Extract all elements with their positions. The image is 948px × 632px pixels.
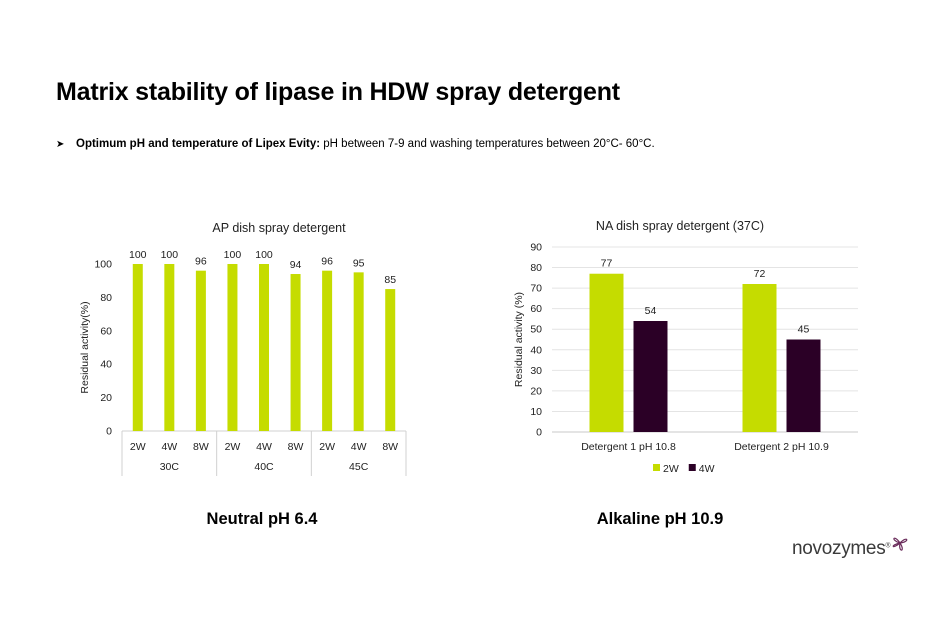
y-tick-label: 30 xyxy=(530,365,542,377)
bar xyxy=(786,339,821,432)
bar xyxy=(227,264,238,431)
y-tick-label: 0 xyxy=(106,426,112,438)
ap-dish-chart: AP dish spray detergent Residual activity… xyxy=(79,221,407,476)
y-tick-label: 80 xyxy=(530,262,542,274)
na-dish-chart: NA dish spray detergent (37C) Residual ac… xyxy=(513,219,858,475)
y-tick-label: 20 xyxy=(530,385,542,397)
x-tick-label: 8W xyxy=(193,441,209,453)
y-tick-label: 10 xyxy=(530,406,542,418)
bar xyxy=(290,274,301,431)
y-tick-label: 40 xyxy=(530,344,542,356)
x-tick-label: 4W xyxy=(256,441,272,453)
data-label: 45 xyxy=(798,324,810,336)
y-tick-label: 100 xyxy=(94,259,112,271)
x-tick-label: 8W xyxy=(382,441,398,453)
data-label: 100 xyxy=(255,249,273,261)
data-label: 100 xyxy=(129,249,147,261)
bar xyxy=(353,272,364,431)
y-tick-label: 60 xyxy=(100,325,112,337)
data-label: 100 xyxy=(224,249,242,261)
y-tick-label: 80 xyxy=(100,292,112,304)
bar xyxy=(385,289,396,431)
data-label: 72 xyxy=(754,268,766,280)
chart-title: NA dish spray detergent (37C) xyxy=(596,219,764,233)
bullet-bold-text: Optimum pH and temperature of Lipex Evit… xyxy=(76,138,321,150)
bar xyxy=(742,284,777,432)
caption-alkaline: Alkaline pH 10.9 xyxy=(596,510,724,528)
data-label: 77 xyxy=(601,258,613,270)
x-tick-label: 2W xyxy=(319,441,335,453)
data-label: 96 xyxy=(195,256,207,268)
bar xyxy=(259,264,269,431)
novozymes-logo: novozymes® xyxy=(792,537,908,560)
x-tick-label: 2W xyxy=(225,441,241,453)
legend-swatch xyxy=(653,464,660,471)
x-tick-label: 2W xyxy=(130,441,146,453)
y-axis-label: Residual activity(%) xyxy=(79,301,91,393)
data-label: 85 xyxy=(384,274,396,286)
x-tick-label: Detergent 2 pH 10.9 xyxy=(734,441,829,453)
group-label: 40C xyxy=(254,461,274,473)
bar xyxy=(589,273,624,432)
slide-title: Matrix stability of lipase in HDW spray … xyxy=(56,78,620,106)
group-label: 45C xyxy=(349,461,369,473)
data-label: 94 xyxy=(290,259,302,271)
data-label: 96 xyxy=(321,256,333,268)
bar xyxy=(164,264,175,431)
data-label: 100 xyxy=(161,249,179,261)
x-tick-label: 4W xyxy=(351,441,367,453)
novozymes-flower-icon xyxy=(892,537,908,551)
group-label: 30C xyxy=(160,461,180,473)
y-axis-label: Residual activity (%) xyxy=(513,292,525,387)
logo-wordmark: novozymes xyxy=(792,538,886,559)
y-tick-label: 70 xyxy=(530,283,542,295)
y-tick-label: 60 xyxy=(530,303,542,315)
bullet-point: ➤ Optimum pH and temperature of Lipex Evi… xyxy=(56,138,655,150)
y-tick-label: 20 xyxy=(100,392,112,404)
bar xyxy=(322,270,333,431)
y-tick-label: 50 xyxy=(530,324,542,336)
legend-label: 2W xyxy=(663,463,679,475)
y-tick-label: 40 xyxy=(100,359,112,371)
legend-label: 4W xyxy=(699,463,715,475)
bullet-text: pH between 7-9 and washing temperatures … xyxy=(320,138,655,150)
legend-swatch xyxy=(688,464,696,471)
bar xyxy=(633,321,668,432)
logo-registered-mark: ® xyxy=(885,542,891,550)
chart-title: AP dish spray detergent xyxy=(212,221,346,235)
y-tick-label: 0 xyxy=(536,427,542,439)
data-label: 54 xyxy=(645,305,657,317)
x-tick-label: 8W xyxy=(288,441,304,453)
x-tick-label: 4W xyxy=(161,441,177,453)
bar xyxy=(132,264,143,431)
arrow-bullet-icon: ➤ xyxy=(56,139,65,150)
x-tick-label: Detergent 1 pH 10.8 xyxy=(581,441,676,453)
caption-neutral: Neutral pH 6.4 xyxy=(206,510,318,528)
bar xyxy=(195,270,206,431)
data-label: 95 xyxy=(353,257,365,269)
y-tick-label: 90 xyxy=(530,242,542,254)
